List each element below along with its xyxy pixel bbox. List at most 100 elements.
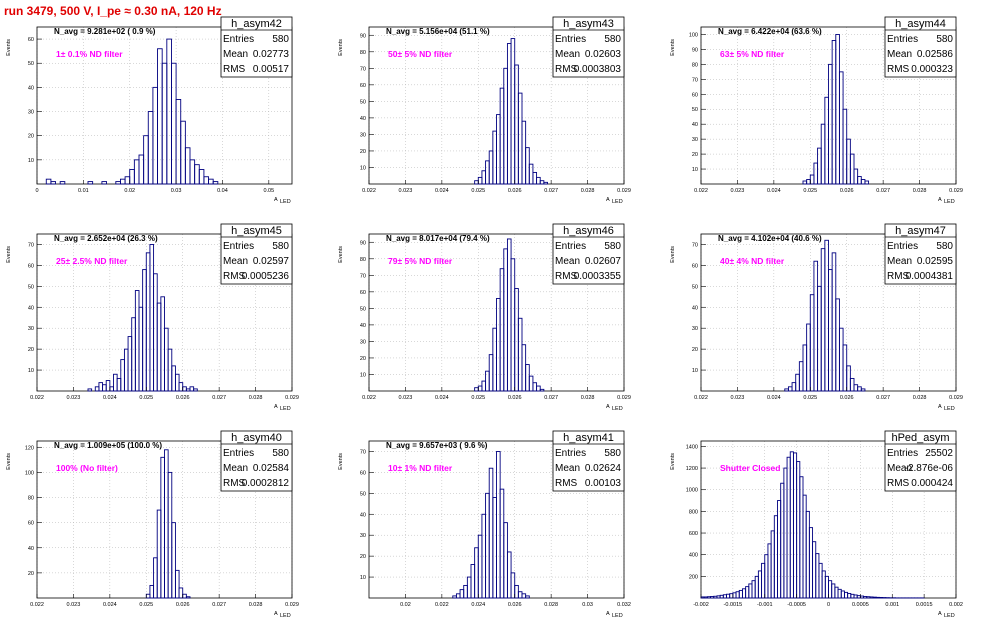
histogram-bin: [829, 270, 833, 391]
histogram-bin: [799, 362, 803, 391]
x-tick-label: 0.026: [176, 395, 190, 401]
histogram-bin: [515, 585, 519, 598]
histogram-bin: [518, 592, 522, 598]
y-tick-label: 60: [692, 92, 698, 98]
x-tick-label: 0.029: [617, 395, 631, 401]
histogram-bin: [139, 155, 144, 184]
stats-label-mean: Mean: [223, 256, 248, 267]
stats-label-entries: Entries: [887, 448, 918, 459]
stats-label-mean: Mean: [555, 256, 580, 267]
x-tick-label: 0.028: [913, 188, 927, 194]
y-axis-title: Events: [338, 39, 344, 56]
stats-hist-name: h_asym45: [231, 225, 282, 237]
histogram-bin: [836, 299, 840, 391]
histogram-bin: [537, 386, 541, 391]
stats-value-rms: 0.0005236: [242, 271, 290, 282]
x-tick-label: 0: [35, 188, 38, 194]
histogram-bin: [533, 172, 537, 184]
y-tick-label: 200: [689, 574, 698, 580]
y-tick-label: 70: [360, 273, 366, 279]
histogram-bin: [781, 483, 784, 598]
x-axis-title: A: [606, 611, 610, 617]
histogram-bin: [746, 587, 749, 598]
stats-value-rms: 0.000323: [911, 64, 953, 75]
histogram-bin: [511, 259, 515, 391]
histogram-bin: [172, 523, 176, 598]
histogram-bin: [179, 588, 183, 598]
histogram-bin: [809, 528, 812, 598]
stats-hist-name: h_asym47: [895, 225, 946, 237]
stats-value-mean: 0.02773: [253, 49, 290, 60]
filter-label: 63± 5% ND filter: [720, 49, 785, 59]
histogram-bin: [707, 597, 710, 598]
stats-value-rms: 0.000424: [911, 478, 953, 489]
stats-hist-name: h_asym41: [563, 432, 614, 444]
filter-label: 50± 5% ND filter: [388, 49, 453, 59]
stats-label-mean: Mean: [223, 49, 248, 60]
x-tick-label: 0.027: [212, 395, 226, 401]
histogram-bin: [850, 154, 854, 184]
histogram-bin: [843, 345, 847, 391]
y-tick-label: 20: [692, 347, 698, 353]
histogram-bin: [132, 318, 136, 391]
stats-value-rms: 0.0003355: [574, 271, 622, 282]
y-tick-label: 60: [360, 290, 366, 296]
x-tick-label: 0.027: [544, 188, 558, 194]
y-axis-title: Events: [6, 39, 12, 56]
histogram-bin: [157, 303, 161, 391]
histogram-bin: [186, 389, 190, 391]
histogram-bin: [500, 88, 504, 184]
histogram-bin: [504, 249, 508, 391]
x-tick-label: 0.028: [249, 602, 263, 608]
histogram-bin: [209, 179, 214, 184]
histogram-bin: [88, 389, 92, 391]
y-tick-label: 70: [692, 242, 698, 248]
histogram-bin: [154, 558, 158, 598]
x-tick-label: 0.032: [617, 602, 631, 608]
histogram-bin: [803, 345, 807, 391]
histogram-bin: [486, 371, 490, 391]
x-tick-label: 0.026: [840, 188, 854, 194]
histogram-bin: [717, 596, 720, 598]
histogram-bin: [829, 581, 832, 598]
histogram-bin: [854, 595, 857, 598]
histogram-bin: [110, 387, 114, 391]
y-tick-label: 90: [360, 240, 366, 246]
histogram-bin: [807, 180, 811, 184]
y-tick-label: 60: [692, 263, 698, 269]
histogram-bin: [497, 451, 501, 598]
x-axis-title: A: [606, 197, 610, 203]
x-tick-label: 0.029: [285, 395, 299, 401]
y-axis-title: Events: [670, 246, 676, 263]
histogram-bin: [467, 577, 471, 598]
histogram-bin: [796, 374, 800, 391]
y-tick-label: 30: [28, 110, 34, 116]
histogram-bin: [864, 596, 867, 598]
stats-hist-name: h_asym44: [895, 18, 946, 30]
x-tick-label: 0.028: [913, 395, 927, 401]
histogram-bin: [711, 596, 714, 598]
histogram-bin: [150, 585, 154, 598]
x-tick-label: 0.024: [103, 395, 117, 401]
y-tick-label: 30: [360, 533, 366, 539]
stats-value-entries: 580: [272, 34, 289, 45]
x-tick-label: 0: [827, 602, 830, 608]
histogram-bin: [861, 180, 865, 184]
y-axis-title: Events: [6, 453, 12, 470]
histogram-bin: [533, 383, 537, 391]
histogram-bin: [194, 389, 198, 391]
y-tick-label: 30: [692, 137, 698, 143]
histogram-bin: [739, 590, 742, 598]
x-axis-title-subscript: LED: [612, 613, 623, 619]
stats-label-rms: RMS: [223, 64, 246, 75]
histogram-bin: [471, 565, 475, 598]
histogram-bin: [60, 182, 65, 184]
x-tick-label: 0.025: [803, 395, 817, 401]
histogram-bin: [771, 531, 774, 598]
x-axis-title-subscript: LED: [944, 613, 955, 619]
histogram-bin: [183, 387, 187, 391]
